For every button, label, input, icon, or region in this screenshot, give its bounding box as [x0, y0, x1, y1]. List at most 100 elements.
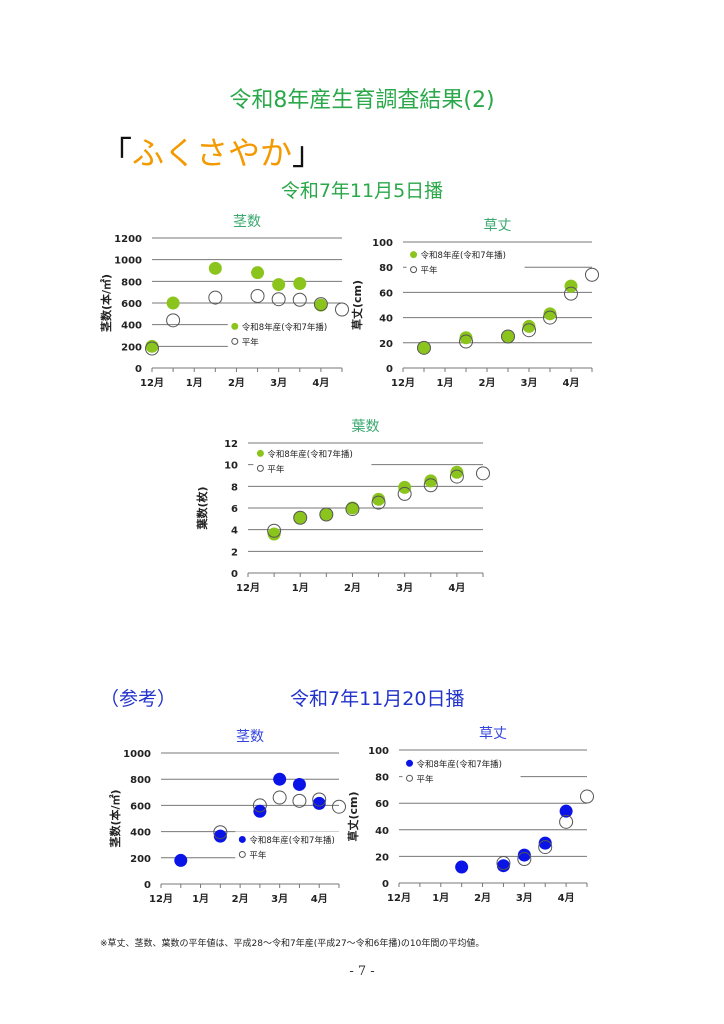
data-point-current [450, 465, 464, 479]
sowing-date-main: 令和7年11月5日播 [280, 180, 444, 202]
x-tick-label: 2月 [344, 582, 361, 594]
data-point-current [559, 804, 573, 818]
y-tick-label: 60 [375, 799, 389, 810]
page-number: - 7 - [349, 964, 375, 979]
chart-title: 草丈 [479, 726, 507, 742]
data-point-average [271, 292, 286, 307]
data-point-current [455, 860, 469, 874]
chart-title: 茎数 [236, 729, 264, 745]
legend-label: 令和8年産(令和7年播) [417, 759, 502, 770]
data-point-current [424, 474, 438, 488]
y-tick-label: 400 [130, 828, 151, 839]
y-tick-label: 800 [130, 775, 151, 786]
data-point-average [543, 310, 557, 325]
data-point-current [543, 307, 557, 321]
y-tick-label: 200 [121, 342, 142, 353]
y-tick-label: 80 [379, 263, 393, 274]
data-point-current [293, 511, 307, 525]
x-tick-label: 4月 [448, 582, 465, 594]
chart-height-nov20: 草丈 0 20 40 60 80 100 12月 1月 2月 3月 4月 草丈(cm) 令和8年産(令和7… [346, 726, 594, 904]
legend-marker [231, 322, 239, 330]
y-tick-label: 0 [386, 364, 393, 375]
y-tick-label: 1000 [123, 749, 151, 760]
x-tick-label: 12月 [140, 377, 164, 389]
legend-marker [406, 774, 414, 782]
data-point-average [397, 486, 412, 501]
plot-area: 茎数 0 200 400 600 800 1000 1200 12月 1月 2月 3月 4月 茎数(本/㎡… [99, 214, 349, 389]
x-tick-label: 1月 [186, 377, 203, 389]
y-tick-label: 20 [379, 339, 393, 350]
variety-name: ふくさやか [132, 134, 293, 172]
data-point-average [335, 302, 349, 317]
x-tick-label: 4月 [563, 377, 580, 389]
legend-marker [231, 337, 239, 345]
data-point-current [417, 341, 431, 355]
data-point-current [174, 853, 188, 867]
data-point-average [371, 495, 386, 510]
variety-heading: 「ふくさやか」 [100, 128, 324, 174]
reference-label: （参考） [100, 688, 177, 710]
legend-label: 平年 [417, 774, 435, 785]
y-axis-label: 草丈(cm) [350, 280, 364, 330]
data-point-current [345, 501, 359, 515]
data-point-average [213, 825, 228, 840]
data-point-average [501, 329, 515, 344]
y-tick-label: 400 [121, 321, 142, 332]
x-tick-label: 4月 [558, 892, 575, 904]
legend-label: 令和8年産(令和7年播) [421, 250, 506, 261]
bracket-open: 「 [100, 134, 133, 172]
legend-label: 令和8年産(令和7年播) [242, 322, 327, 333]
y-tick-label: 12 [224, 439, 238, 450]
chart-height-nov5: 草丈 0 20 40 60 80 100 12月 1月 2月 3月 4月 草丈(cm) 令和8年産(令和7… [350, 218, 599, 389]
x-tick-label: 1月 [432, 892, 449, 904]
legend-box [253, 445, 372, 476]
y-axis-label: 葉数(枚) [195, 486, 209, 530]
data-point-average [252, 798, 267, 813]
data-point-current [273, 772, 287, 786]
data-point-average [293, 510, 308, 525]
chart-title: 茎数 [233, 214, 261, 230]
legend-marker [410, 251, 418, 259]
y-axis-label: 草丈(cm) [346, 791, 360, 841]
data-point-average [292, 292, 307, 307]
y-tick-label: 10 [224, 461, 238, 472]
y-tick-label: 0 [144, 880, 151, 891]
legend-label: 令和8年産(令和7年播) [249, 835, 334, 846]
data-point-current [213, 829, 227, 843]
chart-stems-nov20: 茎数 0 200 400 600 800 1000 12月 1月 2月 3月 4月 茎数(本/㎡) 令和8… [108, 729, 354, 905]
x-tick-label: 3月 [271, 893, 288, 905]
legend-label: 令和8年産(令和7年播) [267, 449, 352, 460]
y-tick-label: 0 [231, 569, 238, 580]
legend-label: 平年 [242, 337, 260, 348]
x-tick-label: 1月 [292, 582, 309, 594]
x-tick-label: 2月 [474, 892, 491, 904]
legend-box [235, 831, 354, 862]
x-tick-label: 1月 [192, 893, 209, 905]
x-tick-label: 2月 [479, 377, 496, 389]
x-tick-label: 4月 [312, 377, 329, 389]
data-point-average [313, 297, 328, 312]
y-tick-label: 0 [382, 879, 389, 890]
y-tick-label: 200 [130, 854, 151, 865]
data-point-average [559, 814, 574, 829]
y-axis-label: 茎数(本/㎡) [108, 789, 122, 847]
data-point-current [292, 777, 306, 791]
data-point-average [585, 267, 599, 282]
x-tick-label: 3月 [516, 892, 533, 904]
x-tick-label: 2月 [232, 893, 249, 905]
data-point-average [423, 478, 438, 493]
data-point-average [564, 286, 578, 301]
x-tick-label: 12月 [391, 377, 415, 389]
legend-box [227, 318, 346, 349]
footnote: ※草丈、茎数、葉数の平年値は、平成28～令和7年産(平成27～令和6年播)の10… [100, 939, 485, 949]
data-point-current [314, 298, 328, 312]
legend-marker [238, 835, 246, 843]
x-tick-label: 3月 [521, 377, 538, 389]
y-tick-label: 800 [121, 277, 142, 288]
chart-leaves-nov5: 葉数 0 2 4 6 8 10 12 12月 1月 2月 3月 4月 葉数(枚) 令和8年産(令和7年播) 平… [195, 419, 490, 594]
data-point-average [208, 290, 223, 305]
y-tick-label: 1200 [114, 234, 142, 245]
y-tick-label: 600 [121, 299, 142, 310]
data-point-average [345, 502, 360, 517]
chart-title: 草丈 [484, 218, 512, 234]
